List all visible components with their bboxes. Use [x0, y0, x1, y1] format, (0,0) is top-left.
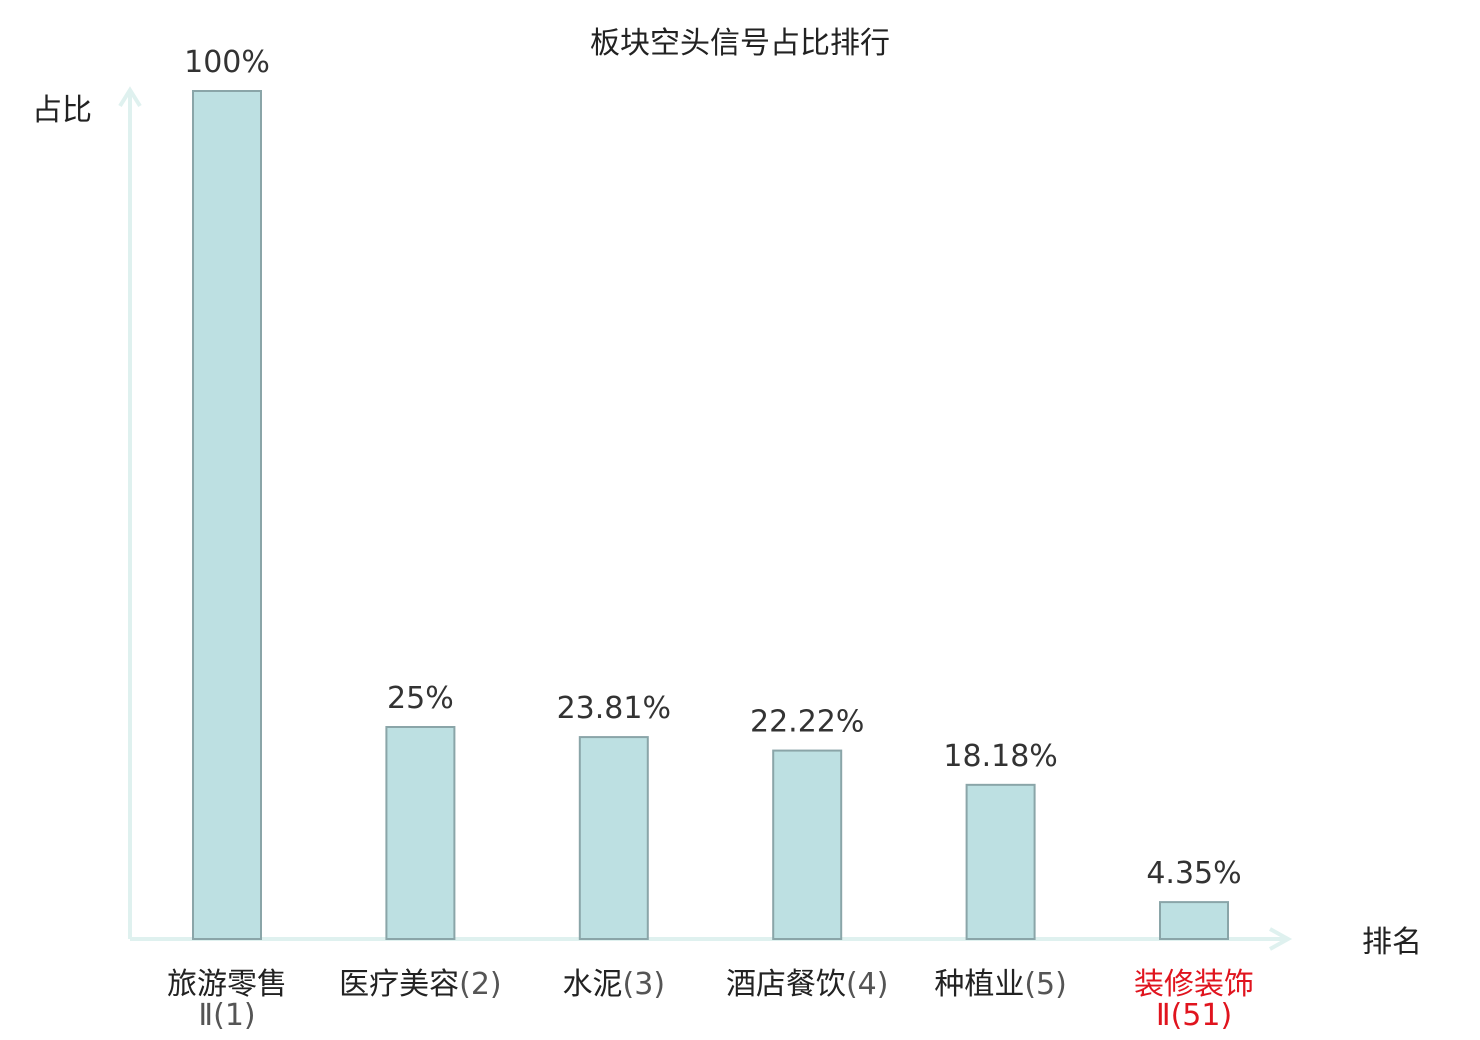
bar-value-label: 25%	[387, 681, 454, 716]
bars-group	[192, 90, 1229, 941]
bar-value-label: 100%	[184, 45, 270, 80]
x-tick-label: 水泥(3)	[563, 967, 666, 1002]
x-tick-rank: Ⅱ(51)	[1156, 998, 1232, 1033]
bar	[1159, 901, 1229, 940]
bar-value-label: 18.18%	[943, 739, 1057, 774]
bar-value-label: 4.35%	[1146, 856, 1241, 891]
bar-value-label: 23.81%	[557, 691, 671, 726]
x-tick-rank: Ⅱ(1)	[198, 998, 255, 1033]
bar	[772, 749, 843, 940]
bar	[578, 736, 649, 940]
x-axis-label: 排名	[1362, 925, 1422, 960]
x-tick-label: 旅游零售	[167, 967, 287, 1002]
bar-value-label: 22.22%	[750, 705, 864, 740]
x-axis-arrow	[1269, 927, 1293, 951]
x-tick-label: 装修装饰	[1134, 967, 1254, 1002]
x-tick-label: 种植业(5)	[934, 967, 1067, 1002]
y-axis-arrow	[118, 86, 142, 108]
y-axis-label: 占比	[32, 93, 92, 128]
x-tick-label: 医疗美容(2)	[339, 967, 502, 1002]
axes	[118, 86, 1293, 951]
value-labels-group: 100% 25% 23.81% 22.22% 18.18% 4.35%	[184, 45, 1242, 891]
bar	[965, 783, 1036, 941]
bar	[192, 90, 262, 940]
chart-title: 板块空头信号占比排行	[590, 26, 890, 61]
bar	[385, 726, 456, 940]
x-tick-label: 酒店餐饮(4)	[726, 967, 889, 1002]
